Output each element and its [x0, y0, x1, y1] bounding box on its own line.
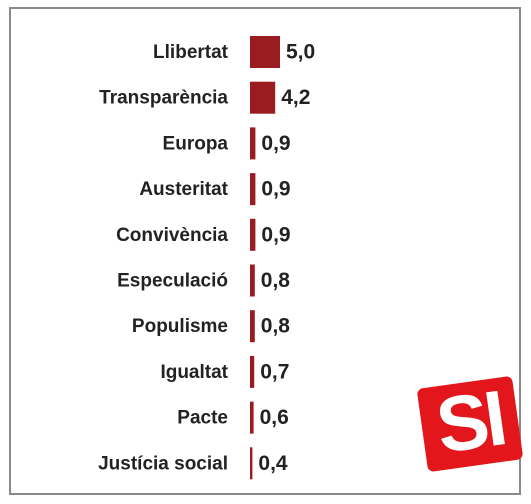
bar	[250, 81, 276, 114]
category-label: Convivència	[116, 225, 228, 246]
category-label: Especulació	[117, 271, 228, 292]
value-label: 0,4	[258, 452, 288, 475]
value-label: 0,7	[260, 360, 289, 383]
value-label: 0,8	[261, 269, 291, 292]
bar	[250, 218, 256, 251]
value-label: 0,8	[261, 315, 291, 338]
logo-text: SI	[431, 373, 508, 469]
bar	[250, 264, 255, 297]
category-label: Austeritat	[139, 179, 228, 200]
bar	[250, 310, 255, 343]
bar	[250, 355, 255, 388]
bar	[250, 127, 256, 160]
logo-badge	[417, 376, 523, 472]
category-label: Pacte	[177, 408, 228, 429]
bar	[250, 447, 253, 480]
bar	[250, 36, 280, 68]
category-label: Transparència	[99, 88, 228, 109]
value-label: 0,6	[260, 406, 289, 429]
value-label: 4,2	[281, 86, 310, 109]
category-label: Populisme	[132, 316, 228, 337]
category-label: Llibertat	[153, 42, 229, 63]
value-label: 0,9	[261, 223, 290, 246]
value-label: 0,9	[261, 178, 290, 201]
value-label: 5,0	[286, 41, 315, 64]
logo: SI	[417, 373, 523, 472]
bar	[250, 401, 254, 434]
bar	[250, 173, 256, 206]
value-label: 0,9	[261, 132, 290, 155]
category-label: Europa	[163, 133, 229, 154]
category-label: Justícia social	[98, 453, 228, 474]
category-label: Igualtat	[160, 362, 228, 383]
